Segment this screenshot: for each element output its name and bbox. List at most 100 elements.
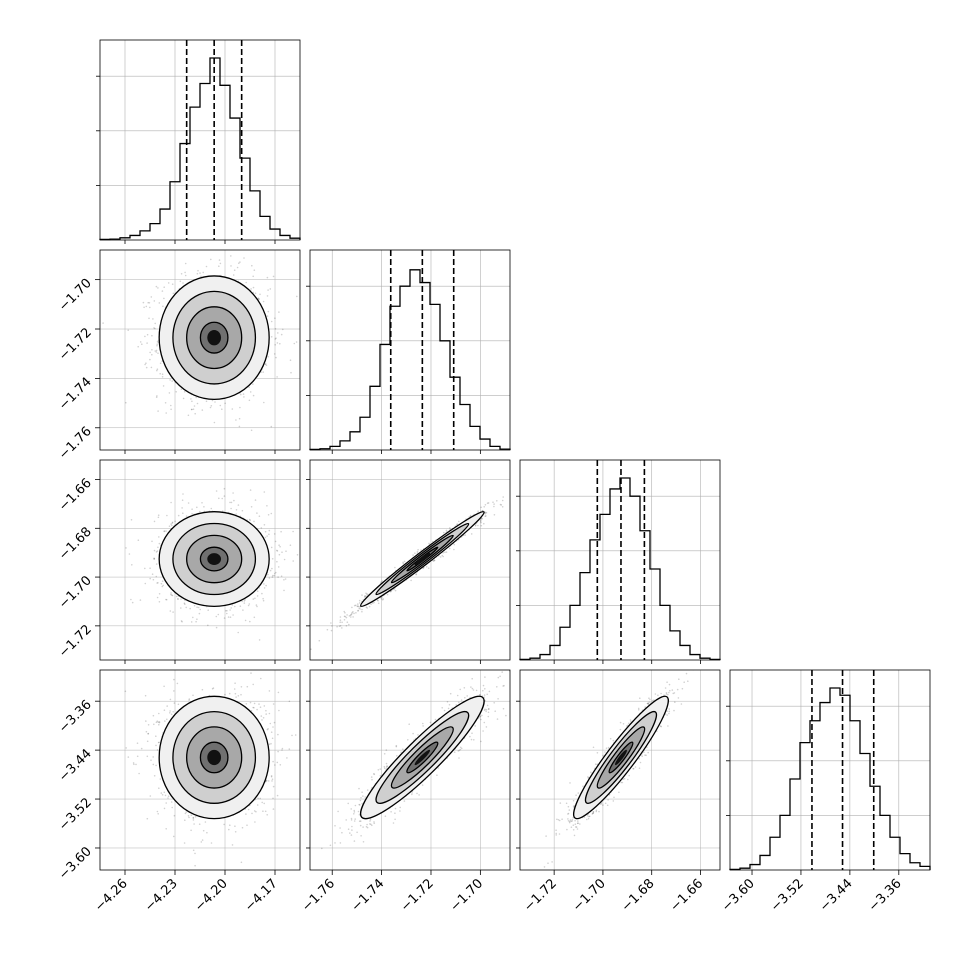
scatter-point bbox=[157, 410, 159, 412]
scatter-point bbox=[265, 584, 267, 587]
scatter-point bbox=[156, 340, 159, 343]
scatter-point bbox=[356, 605, 359, 608]
scatter-point bbox=[210, 405, 213, 407]
scatter-point bbox=[480, 506, 483, 509]
scatter-point bbox=[268, 743, 271, 745]
scatter-point bbox=[355, 604, 357, 607]
scatter-point bbox=[248, 603, 251, 605]
scatter-point bbox=[432, 560, 435, 562]
scatter-point bbox=[157, 546, 159, 549]
scatter-point bbox=[237, 504, 240, 506]
scatter-point bbox=[151, 353, 153, 356]
scatter-point bbox=[292, 530, 294, 533]
scatter-point bbox=[271, 576, 274, 578]
scatter-point bbox=[247, 604, 250, 607]
scatter-point bbox=[232, 274, 235, 276]
scatter-point bbox=[164, 402, 167, 404]
scatter-point bbox=[207, 624, 209, 627]
scatter-point bbox=[344, 615, 347, 618]
scatter-point bbox=[165, 598, 168, 601]
scatter-point bbox=[270, 336, 273, 338]
scatter-point bbox=[370, 603, 372, 605]
scatter-point bbox=[218, 497, 220, 500]
scatter-point bbox=[145, 305, 148, 308]
scatter-point bbox=[174, 520, 176, 523]
scatter-point bbox=[163, 530, 165, 533]
scatter-point bbox=[219, 404, 222, 407]
scatter-point bbox=[257, 797, 259, 800]
scatter-point bbox=[238, 417, 241, 420]
scatter-point bbox=[187, 502, 190, 504]
scatter-point bbox=[157, 514, 160, 516]
scatter-point bbox=[195, 396, 197, 399]
scatter-point bbox=[150, 296, 153, 298]
scatter-point bbox=[270, 512, 273, 515]
scatter-point bbox=[352, 611, 354, 613]
scatter-point bbox=[259, 231, 261, 233]
scatter-point bbox=[180, 388, 183, 391]
scatter-point bbox=[147, 301, 149, 304]
scatter-point bbox=[229, 616, 232, 618]
scatter-point bbox=[200, 275, 202, 278]
scatter-point bbox=[353, 612, 355, 615]
scatter-point bbox=[184, 274, 187, 277]
scatter-point bbox=[485, 512, 488, 514]
scatter-point bbox=[263, 401, 265, 404]
scatter-point bbox=[276, 761, 279, 764]
scatter-point bbox=[149, 358, 151, 361]
scatter-point bbox=[175, 391, 177, 393]
scatter-point bbox=[102, 322, 104, 324]
scatter-point bbox=[151, 573, 154, 575]
pair-panel-2-0 bbox=[99, 459, 301, 661]
scatter-point bbox=[163, 685, 165, 688]
scatter-point bbox=[177, 598, 179, 600]
pair-content bbox=[310, 496, 505, 650]
scatter-point bbox=[285, 550, 287, 552]
scatter-point bbox=[412, 554, 414, 556]
scatter-point bbox=[215, 615, 218, 618]
scatter-point bbox=[250, 709, 253, 712]
scatter-point bbox=[428, 542, 430, 545]
scatter-point bbox=[310, 648, 312, 650]
scatter-point bbox=[125, 547, 127, 549]
scatter-point bbox=[486, 502, 489, 505]
scatter-point bbox=[265, 779, 268, 782]
scatter-point bbox=[265, 363, 267, 365]
histogram-panel-2 bbox=[516, 459, 721, 661]
scatter-point bbox=[236, 266, 239, 269]
scatter-point bbox=[157, 813, 159, 815]
scatter-point bbox=[274, 338, 277, 340]
scatter-point bbox=[169, 698, 172, 701]
scatter-point bbox=[230, 507, 232, 510]
scatter-point bbox=[197, 606, 200, 609]
scatter-point bbox=[264, 363, 267, 366]
scatter-point bbox=[250, 506, 253, 508]
scatter-point bbox=[171, 466, 173, 468]
scatter-point bbox=[271, 778, 274, 780]
scatter-point bbox=[170, 404, 172, 407]
scatter-point bbox=[269, 288, 272, 290]
scatter-point bbox=[348, 615, 351, 617]
scatter-point bbox=[130, 519, 133, 521]
scatter-point bbox=[273, 533, 276, 535]
scatter-point bbox=[170, 594, 173, 596]
scatter-point bbox=[140, 747, 143, 750]
scatter-point bbox=[252, 394, 255, 397]
scatter-point bbox=[377, 599, 379, 602]
scatter-point bbox=[277, 576, 279, 578]
scatter-point bbox=[267, 514, 270, 516]
scatter-point bbox=[302, 324, 304, 326]
scatter-point bbox=[239, 406, 241, 409]
scatter-point bbox=[244, 619, 247, 622]
scatter-point bbox=[162, 385, 165, 387]
scatter-point bbox=[264, 530, 267, 533]
scatter-point bbox=[353, 604, 356, 607]
scatter-point bbox=[187, 414, 190, 417]
scatter-point bbox=[449, 527, 451, 529]
scatter-point bbox=[154, 327, 156, 330]
scatter-point bbox=[184, 819, 186, 821]
scatter-point bbox=[239, 261, 241, 263]
scatter-point bbox=[343, 610, 346, 613]
scatter-point bbox=[180, 607, 182, 609]
scatter-point bbox=[290, 371, 292, 374]
